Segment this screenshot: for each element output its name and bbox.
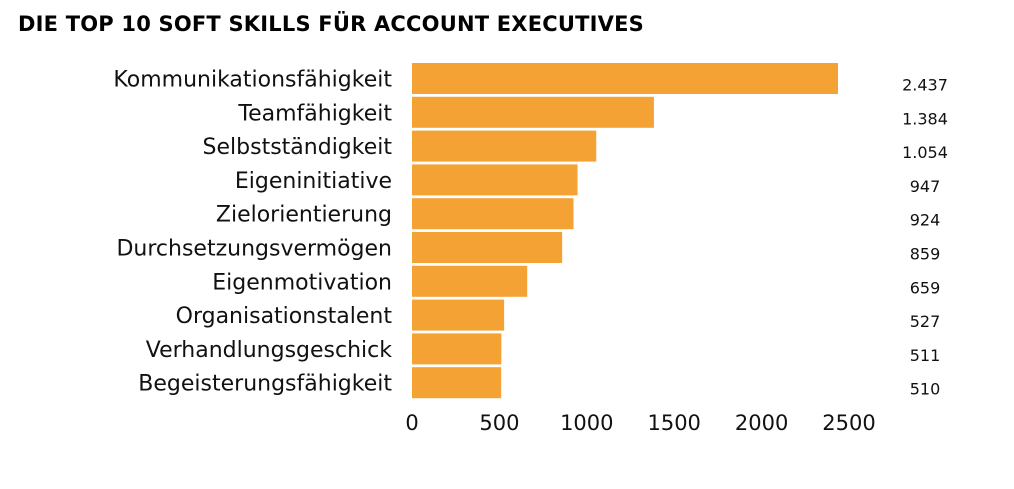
chart-title: DIE TOP 10 SOFT SKILLS FÜR ACCOUNT EXECU… <box>18 12 644 36</box>
bar <box>412 367 502 399</box>
x-tick-label: 1000 <box>560 411 613 435</box>
bar <box>412 164 578 196</box>
x-tick-label: 1500 <box>647 411 700 435</box>
category-label: Durchsetzungsvermögen <box>116 237 392 262</box>
bar <box>412 96 654 128</box>
bar <box>412 198 574 230</box>
value-label: 859 <box>910 245 941 264</box>
x-tick-label: 500 <box>479 411 519 435</box>
bar <box>412 265 528 297</box>
value-label: 659 <box>910 278 941 297</box>
x-tick-label: 2000 <box>735 411 788 435</box>
x-tick-label: 2500 <box>822 411 875 435</box>
category-label: Eigenmotivation <box>212 270 392 295</box>
value-labels-group: 2.437 1.384 1.054 947 924 859 659 527 511 510 <box>902 76 948 399</box>
category-label: Verhandlungsgeschick <box>146 338 393 363</box>
category-labels-group: Kommunikationsfähigkeit Teamfähigkeit Selb… <box>113 68 392 397</box>
bar <box>412 63 838 94</box>
category-label: Teamfähigkeit <box>237 101 392 126</box>
category-label: Selbstständigkeit <box>203 135 393 160</box>
value-label: 1.054 <box>902 143 948 162</box>
value-label: 510 <box>910 380 941 399</box>
value-label: 511 <box>910 346 941 365</box>
bars-group <box>412 63 838 399</box>
x-tick-label: 0 <box>405 411 418 435</box>
x-axis-ticks-group: 0 500 1000 1500 2000 2500 <box>405 411 875 435</box>
bar <box>412 333 502 365</box>
category-label: Eigeninitiative <box>235 169 392 194</box>
category-label: Begeisterungsfähigkeit <box>138 372 392 397</box>
value-label: 527 <box>910 312 941 331</box>
value-label: 924 <box>910 211 941 230</box>
bar <box>412 130 597 162</box>
category-label: Kommunikationsfähigkeit <box>113 68 392 93</box>
category-label: Organisationstalent <box>176 304 393 329</box>
value-label: 2.437 <box>902 76 948 95</box>
bar <box>412 232 563 263</box>
bar <box>412 299 505 331</box>
value-label: 1.384 <box>902 109 948 128</box>
category-label: Zielorientierung <box>216 203 392 228</box>
value-label: 947 <box>910 177 941 196</box>
